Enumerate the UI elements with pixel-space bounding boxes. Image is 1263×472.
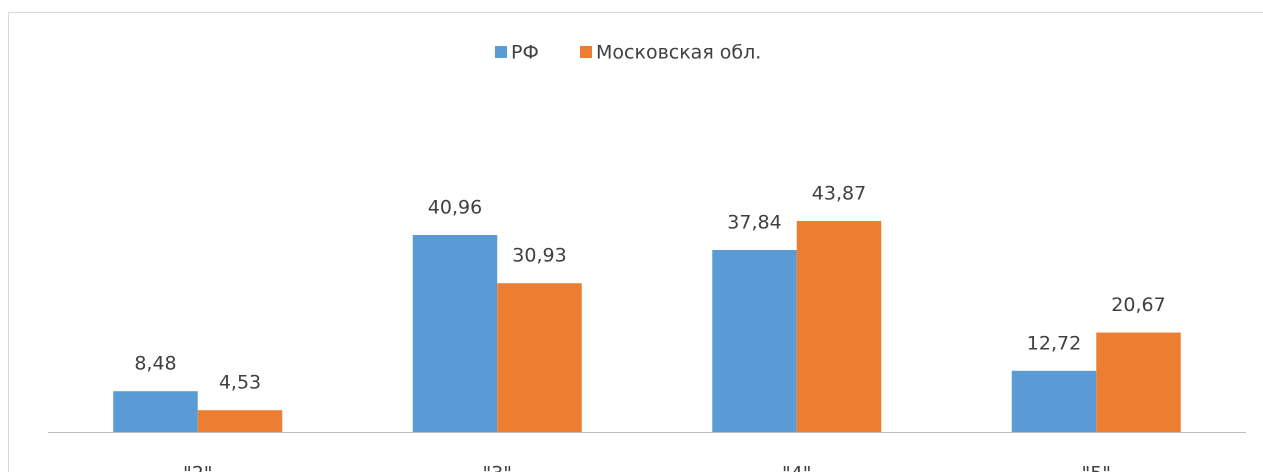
chart-border [8, 12, 1263, 472]
bar [796, 220, 882, 432]
x-tick-label: "4" [782, 463, 812, 472]
x-tick-label: "2" [183, 463, 213, 472]
legend-label: Московская обл. [596, 42, 761, 64]
data-label: 8,48 [134, 353, 176, 375]
legend-swatch [580, 46, 592, 58]
x-tick-label: "5" [1081, 463, 1111, 472]
data-label: 12,72 [1027, 332, 1081, 354]
data-label: 37,84 [727, 211, 781, 233]
bar [1096, 332, 1181, 432]
x-tick-label: "3" [482, 463, 512, 472]
data-label: 4,53 [219, 372, 261, 394]
legend-label: РФ [511, 42, 539, 64]
data-label: 43,87 [812, 182, 866, 204]
bar [712, 249, 797, 432]
bar [197, 410, 283, 432]
data-label: 30,93 [512, 245, 566, 267]
bar [497, 283, 582, 432]
data-label: 20,67 [1111, 294, 1165, 316]
bar [113, 391, 198, 432]
legend-swatch [495, 46, 507, 58]
bar [1011, 370, 1097, 432]
bar [412, 234, 498, 432]
data-label: 40,96 [428, 196, 482, 218]
